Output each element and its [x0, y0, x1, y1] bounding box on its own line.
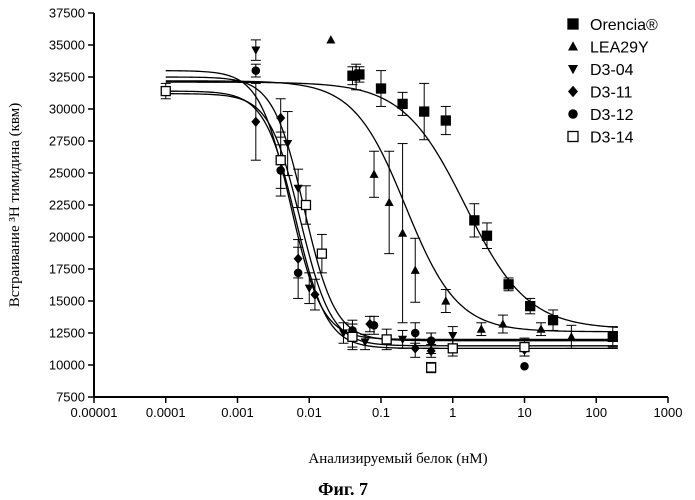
legend: Orencia® LEA29Y D3-04 D3-11 D3-12 D3-14: [568, 17, 658, 147]
y-tick-label: 15000: [49, 294, 85, 309]
data-point: [251, 117, 260, 127]
data-point: [498, 319, 507, 327]
data-point: [470, 216, 479, 225]
data-point: [482, 231, 491, 240]
data-point: [370, 170, 379, 178]
legend-marker: [568, 132, 578, 142]
x-tick-label: 0.1: [372, 405, 390, 420]
data-point: [276, 156, 285, 165]
fit-curve: [166, 94, 618, 346]
data-point: [317, 249, 326, 258]
x-tick-label: 1000: [654, 405, 683, 420]
data-point: [301, 201, 310, 210]
figure-caption: Фиг. 7: [318, 479, 368, 499]
fit-curves: [166, 71, 618, 349]
legend-marker: [568, 109, 578, 119]
data-point: [348, 332, 357, 341]
y-tick-label: 10000: [49, 358, 85, 373]
y-tick-label: 17500: [49, 262, 85, 277]
data-point: [608, 332, 617, 341]
data-point: [252, 66, 261, 75]
data-point: [504, 280, 513, 289]
data-point: [520, 362, 529, 371]
data-point: [477, 324, 486, 332]
legend-label: D3-11: [590, 85, 632, 102]
x-tick-label: 0.0001: [146, 405, 186, 420]
legend-marker: [568, 65, 578, 74]
data-point: [441, 296, 450, 304]
y-tick-label: 32500: [49, 70, 85, 85]
y-tick-label: 25000: [49, 166, 85, 181]
data-point: [567, 332, 576, 340]
data-point: [411, 266, 420, 274]
data-point: [377, 84, 386, 93]
x-tick-label: 0.001: [221, 405, 254, 420]
data-point: [161, 87, 170, 96]
data-point: [385, 198, 394, 206]
data-point: [305, 285, 314, 293]
x-tick-label: 100: [585, 405, 607, 420]
data-point: [398, 99, 407, 108]
y-tick-label: 22500: [49, 198, 85, 213]
legend-label: LEA29Y: [590, 40, 649, 57]
x-tick-label: 1: [449, 405, 456, 420]
y-tick-label: 27500: [49, 134, 85, 149]
legend-label: D3-14: [590, 130, 634, 147]
data-point: [411, 343, 420, 353]
y-tick-label: 37500: [49, 6, 85, 21]
y-tick-label: 7500: [56, 390, 85, 405]
legend-marker: [568, 41, 578, 50]
fit-curve: [166, 81, 618, 332]
x-tick-label: 10: [517, 405, 531, 420]
data-point: [283, 140, 292, 148]
y-axis-label: Встраивание ³H тимидина (квм): [7, 103, 23, 307]
data-point: [420, 107, 429, 116]
y-tick-label: 20000: [49, 230, 85, 245]
data-point: [549, 316, 558, 325]
data-point: [427, 363, 436, 372]
y-tick-label: 30000: [49, 102, 85, 117]
data-point: [520, 343, 529, 352]
x-axis-label: Анализируемый белок (нМ): [308, 451, 487, 467]
data-point: [276, 113, 285, 123]
data-point: [526, 302, 535, 311]
data-point: [370, 321, 379, 330]
x-tick-label: 0.00001: [71, 405, 118, 420]
y-tick-label: 12500: [49, 326, 85, 341]
fit-curve: [166, 77, 618, 341]
legend-marker: [568, 86, 578, 98]
legend-label: D3-04: [590, 62, 634, 79]
y-tick-label: 35000: [49, 38, 85, 53]
data-point: [427, 336, 436, 345]
data-point: [251, 47, 260, 55]
x-tick-label: 0.01: [297, 405, 322, 420]
data-point: [411, 329, 420, 338]
data-point: [294, 269, 303, 278]
legend-marker: [568, 19, 578, 29]
legend-label: D3-12: [590, 107, 634, 124]
data-point: [326, 35, 335, 43]
data-point: [448, 344, 457, 353]
data-points: [161, 35, 618, 373]
data-point: [382, 335, 391, 344]
data-point: [398, 228, 407, 236]
legend-label: Orencia®: [590, 17, 658, 34]
data-point: [537, 324, 546, 332]
data-point: [441, 116, 450, 125]
axes: 7500 10000 12500 15000 17500 20000 22500 25000 2…: [49, 6, 683, 421]
